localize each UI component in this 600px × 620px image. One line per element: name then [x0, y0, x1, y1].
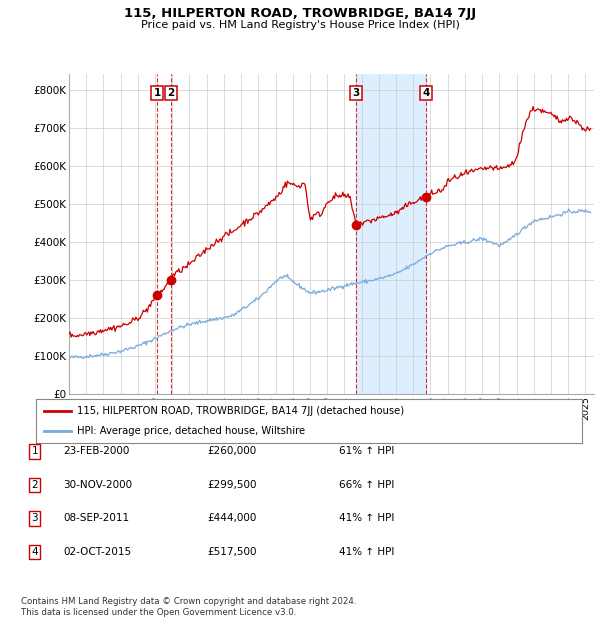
Text: 115, HILPERTON ROAD, TROWBRIDGE, BA14 7JJ (detached house): 115, HILPERTON ROAD, TROWBRIDGE, BA14 7J…: [77, 405, 404, 416]
Text: 30-NOV-2000: 30-NOV-2000: [63, 480, 132, 490]
Text: 4: 4: [31, 547, 38, 557]
Text: 41% ↑ HPI: 41% ↑ HPI: [339, 547, 394, 557]
Text: £299,500: £299,500: [207, 480, 257, 490]
Text: HPI: Average price, detached house, Wiltshire: HPI: Average price, detached house, Wilt…: [77, 426, 305, 436]
Text: Contains HM Land Registry data © Crown copyright and database right 2024.
This d: Contains HM Land Registry data © Crown c…: [21, 598, 356, 617]
Text: 08-SEP-2011: 08-SEP-2011: [63, 513, 129, 523]
Bar: [356, 74, 426, 394]
Text: 02-OCT-2015: 02-OCT-2015: [63, 547, 131, 557]
Text: 61% ↑ HPI: 61% ↑ HPI: [339, 446, 394, 456]
Text: Price paid vs. HM Land Registry's House Price Index (HPI): Price paid vs. HM Land Registry's House …: [140, 20, 460, 30]
Text: 1: 1: [31, 446, 38, 456]
Text: 66% ↑ HPI: 66% ↑ HPI: [339, 480, 394, 490]
Text: £517,500: £517,500: [207, 547, 257, 557]
Text: 4: 4: [422, 88, 430, 98]
Text: 1: 1: [154, 88, 161, 98]
Text: 3: 3: [31, 513, 38, 523]
Text: 115, HILPERTON ROAD, TROWBRIDGE, BA14 7JJ: 115, HILPERTON ROAD, TROWBRIDGE, BA14 7J…: [124, 7, 476, 20]
Text: 3: 3: [352, 88, 360, 98]
Text: £444,000: £444,000: [207, 513, 256, 523]
Text: 41% ↑ HPI: 41% ↑ HPI: [339, 513, 394, 523]
Text: £260,000: £260,000: [207, 446, 256, 456]
Text: 2: 2: [167, 88, 175, 98]
Text: 2: 2: [31, 480, 38, 490]
Text: 23-FEB-2000: 23-FEB-2000: [63, 446, 130, 456]
